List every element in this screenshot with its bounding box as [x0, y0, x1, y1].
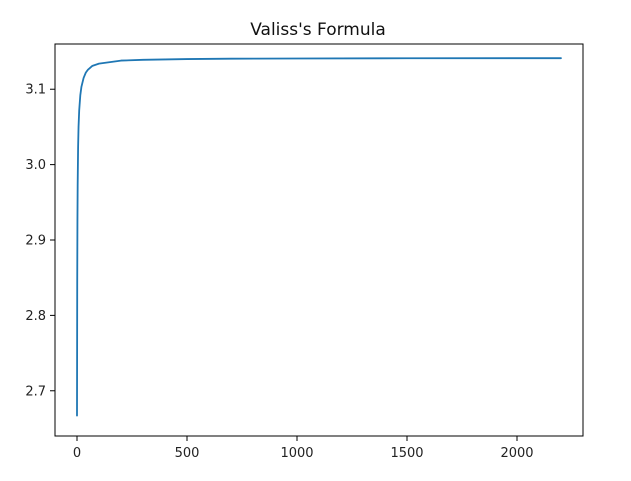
y-tick-label: 2.9	[25, 234, 46, 249]
y-tick-label: 2.8	[25, 309, 46, 324]
x-tick-label: 500	[175, 446, 200, 461]
y-tick-label: 3.1	[25, 83, 46, 98]
y-tick-label: 3.0	[25, 158, 46, 173]
x-tick-label: 1500	[390, 446, 423, 461]
y-tick-label: 2.7	[25, 384, 46, 399]
series-line	[76, 57, 562, 417]
chart-title: Valiss's Formula	[250, 20, 386, 40]
series-layer	[76, 57, 562, 417]
x-tick-label: 0	[73, 446, 81, 461]
axis-ticks: 0 500 1000 1500 2000 2.7 2.8 2.9 3.0 3.1	[25, 83, 533, 461]
x-tick-label: 1000	[280, 446, 313, 461]
x-tick-label: 2000	[500, 446, 533, 461]
plot-area-frame	[54, 43, 584, 437]
